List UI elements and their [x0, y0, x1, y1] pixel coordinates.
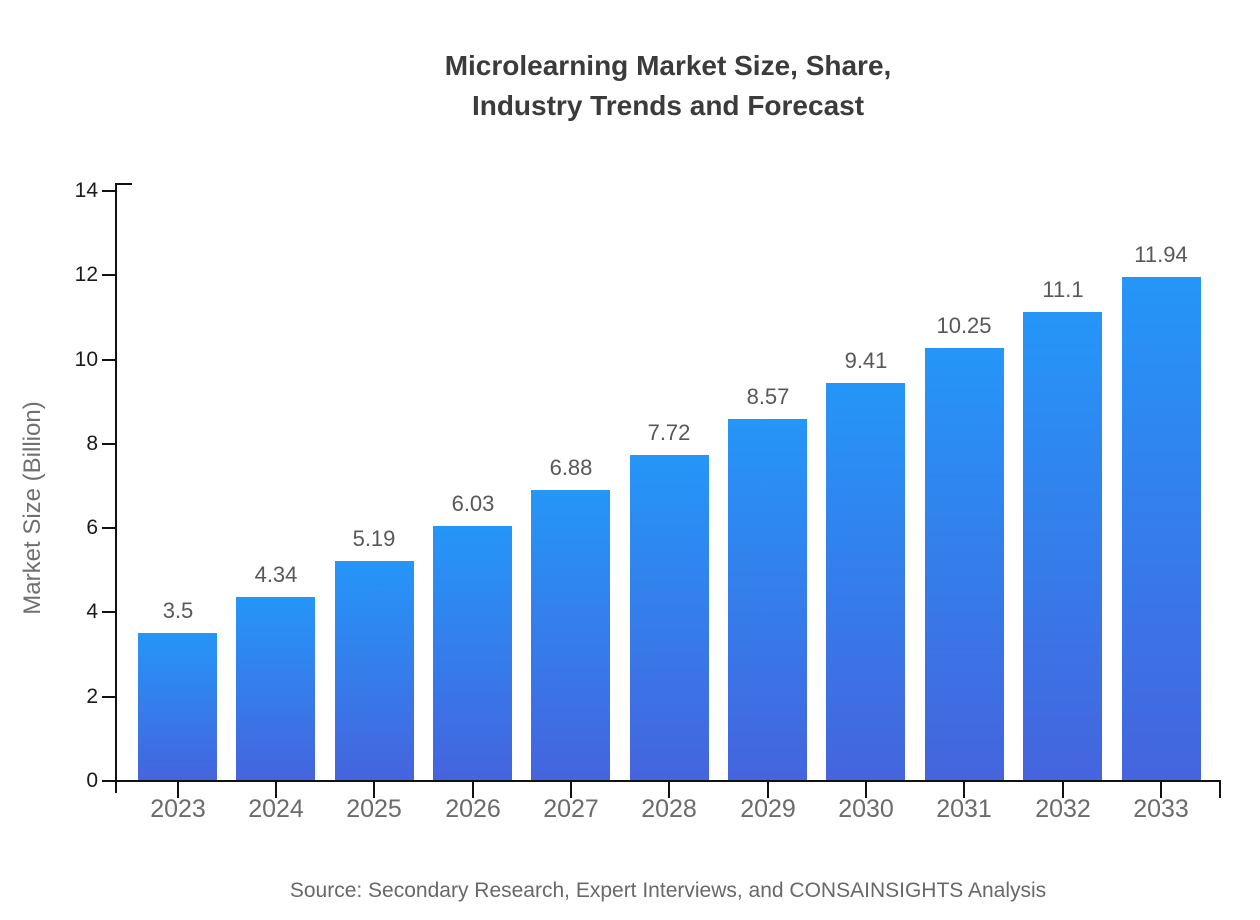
x-tick-label: 2028 — [641, 795, 697, 823]
bar-2029 — [728, 419, 807, 780]
bar-value-label: 4.34 — [254, 562, 298, 587]
y-tick-label: 0 — [86, 769, 98, 792]
y-tick — [102, 443, 117, 445]
x-tick — [570, 780, 572, 798]
source-note: Source: Secondary Research, Expert Inter… — [289, 879, 1047, 902]
y-tick-label: 8 — [86, 432, 98, 455]
y-tick — [102, 780, 117, 782]
y-tick — [102, 359, 117, 361]
chart-title-line2: Industry Trends and Forecast — [471, 90, 865, 121]
x-tick — [668, 780, 670, 798]
y-tick — [102, 696, 117, 698]
x-tick-label: 2025 — [346, 795, 402, 823]
bar-2025 — [335, 561, 414, 780]
x-tick — [472, 780, 474, 798]
bar-2032 — [1023, 312, 1102, 780]
x-tick — [865, 780, 867, 798]
bar-value-label: 11.1 — [1042, 277, 1084, 302]
x-tick-label: 2029 — [740, 795, 796, 823]
bar-value-label: 6.03 — [451, 491, 495, 516]
x-tick-label: 2033 — [1133, 795, 1189, 823]
x-tick-label: 2024 — [248, 795, 304, 823]
y-tick-label: 12 — [74, 263, 98, 286]
bar-2030 — [826, 383, 905, 780]
bar-2026 — [433, 526, 512, 780]
bar-value-label: 11.94 — [1134, 242, 1188, 267]
x-tick-label: 2030 — [838, 795, 894, 823]
x-tick-label: 2032 — [1035, 795, 1091, 823]
chart-title: Microlearning Market Size, Share, Indust… — [115, 46, 1221, 126]
bar-2028 — [630, 455, 709, 780]
bar-2024 — [236, 597, 315, 780]
x-tick-label: 2027 — [543, 795, 599, 823]
bar-2023 — [138, 633, 217, 780]
x-tick — [963, 780, 965, 798]
bar-value-label: 7.72 — [647, 420, 691, 445]
x-tick-label: 2026 — [445, 795, 501, 823]
x-tick — [177, 780, 179, 798]
chart-title-line1: Microlearning Market Size, Share, — [444, 50, 892, 81]
bar-value-label: 9.41 — [844, 348, 888, 373]
x-tick-label: 2031 — [936, 795, 992, 823]
y-tick — [102, 274, 117, 276]
x-tick-label: 2023 — [150, 795, 206, 823]
y-tick — [102, 190, 117, 192]
x-tick — [373, 780, 375, 798]
bar-value-label: 3.5 — [162, 598, 194, 623]
y-tick-label: 14 — [74, 179, 98, 202]
bar-2033 — [1122, 277, 1201, 780]
x-tick — [1160, 780, 1162, 798]
y-tick — [102, 611, 117, 613]
y-tick-label: 4 — [86, 600, 98, 623]
bar-value-label: 10.25 — [936, 313, 992, 338]
y-axis-top-cap — [115, 183, 132, 185]
y-tick-label: 10 — [74, 348, 98, 371]
y-tick — [102, 527, 117, 529]
y-tick-label: 2 — [86, 685, 98, 708]
bar-value-label: 8.57 — [746, 384, 790, 409]
x-tick — [275, 780, 277, 798]
bar-value-label: 5.19 — [352, 526, 396, 551]
y-axis-line — [115, 183, 117, 793]
bar-2027 — [531, 490, 610, 780]
x-tick — [767, 780, 769, 798]
bar-value-label: 6.88 — [549, 455, 593, 480]
x-axis-right-cap — [1219, 780, 1221, 798]
bar-2031 — [925, 348, 1004, 780]
x-tick — [1062, 780, 1064, 798]
y-tick-label: 6 — [86, 516, 98, 539]
